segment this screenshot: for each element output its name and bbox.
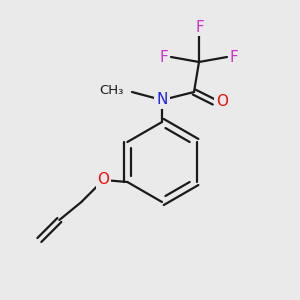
Text: F: F [196, 20, 204, 34]
Text: O: O [216, 94, 228, 110]
Text: N: N [156, 92, 168, 107]
Text: F: F [160, 50, 168, 64]
Text: CH₃: CH₃ [100, 83, 124, 97]
Text: F: F [230, 50, 238, 64]
Text: O: O [98, 172, 110, 188]
